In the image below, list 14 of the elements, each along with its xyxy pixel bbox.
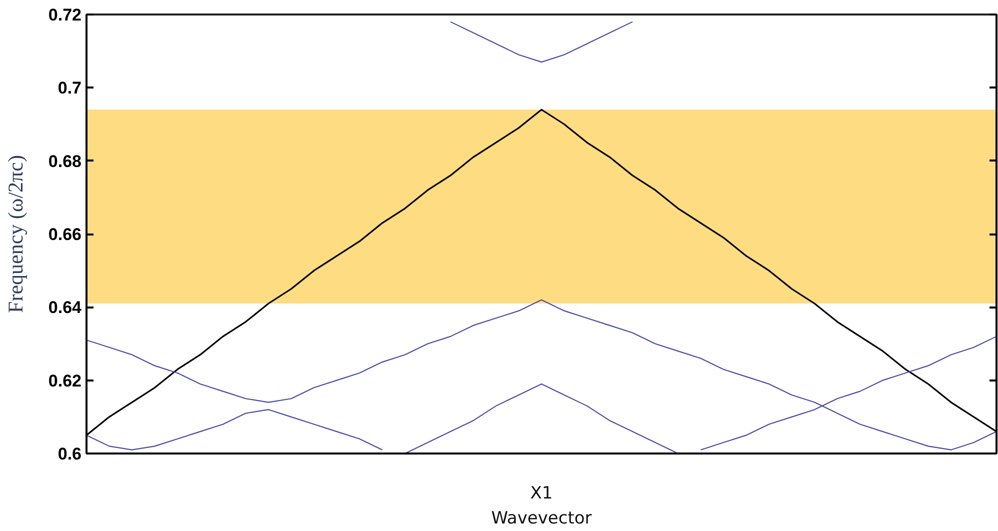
y-tick-label: 0.7 [58,78,82,98]
y-tick-label: 0.72 [48,6,82,24]
y-tick-label: 0.68 [48,152,82,171]
x-tick-label: X1 [530,484,553,504]
y-tick-label: 0.64 [48,298,82,318]
y-tick-label: 0.6 [58,444,82,464]
line-series [86,299,996,450]
line-series [86,409,383,450]
y-axis-title: Frequency (ω/2πc) [3,155,28,313]
y-tick-label: 0.62 [48,371,82,390]
y-tick-label: 0.66 [48,225,82,244]
line-series [450,21,634,63]
x-axis-title: Wavevector [491,508,592,528]
line-series [404,383,679,454]
